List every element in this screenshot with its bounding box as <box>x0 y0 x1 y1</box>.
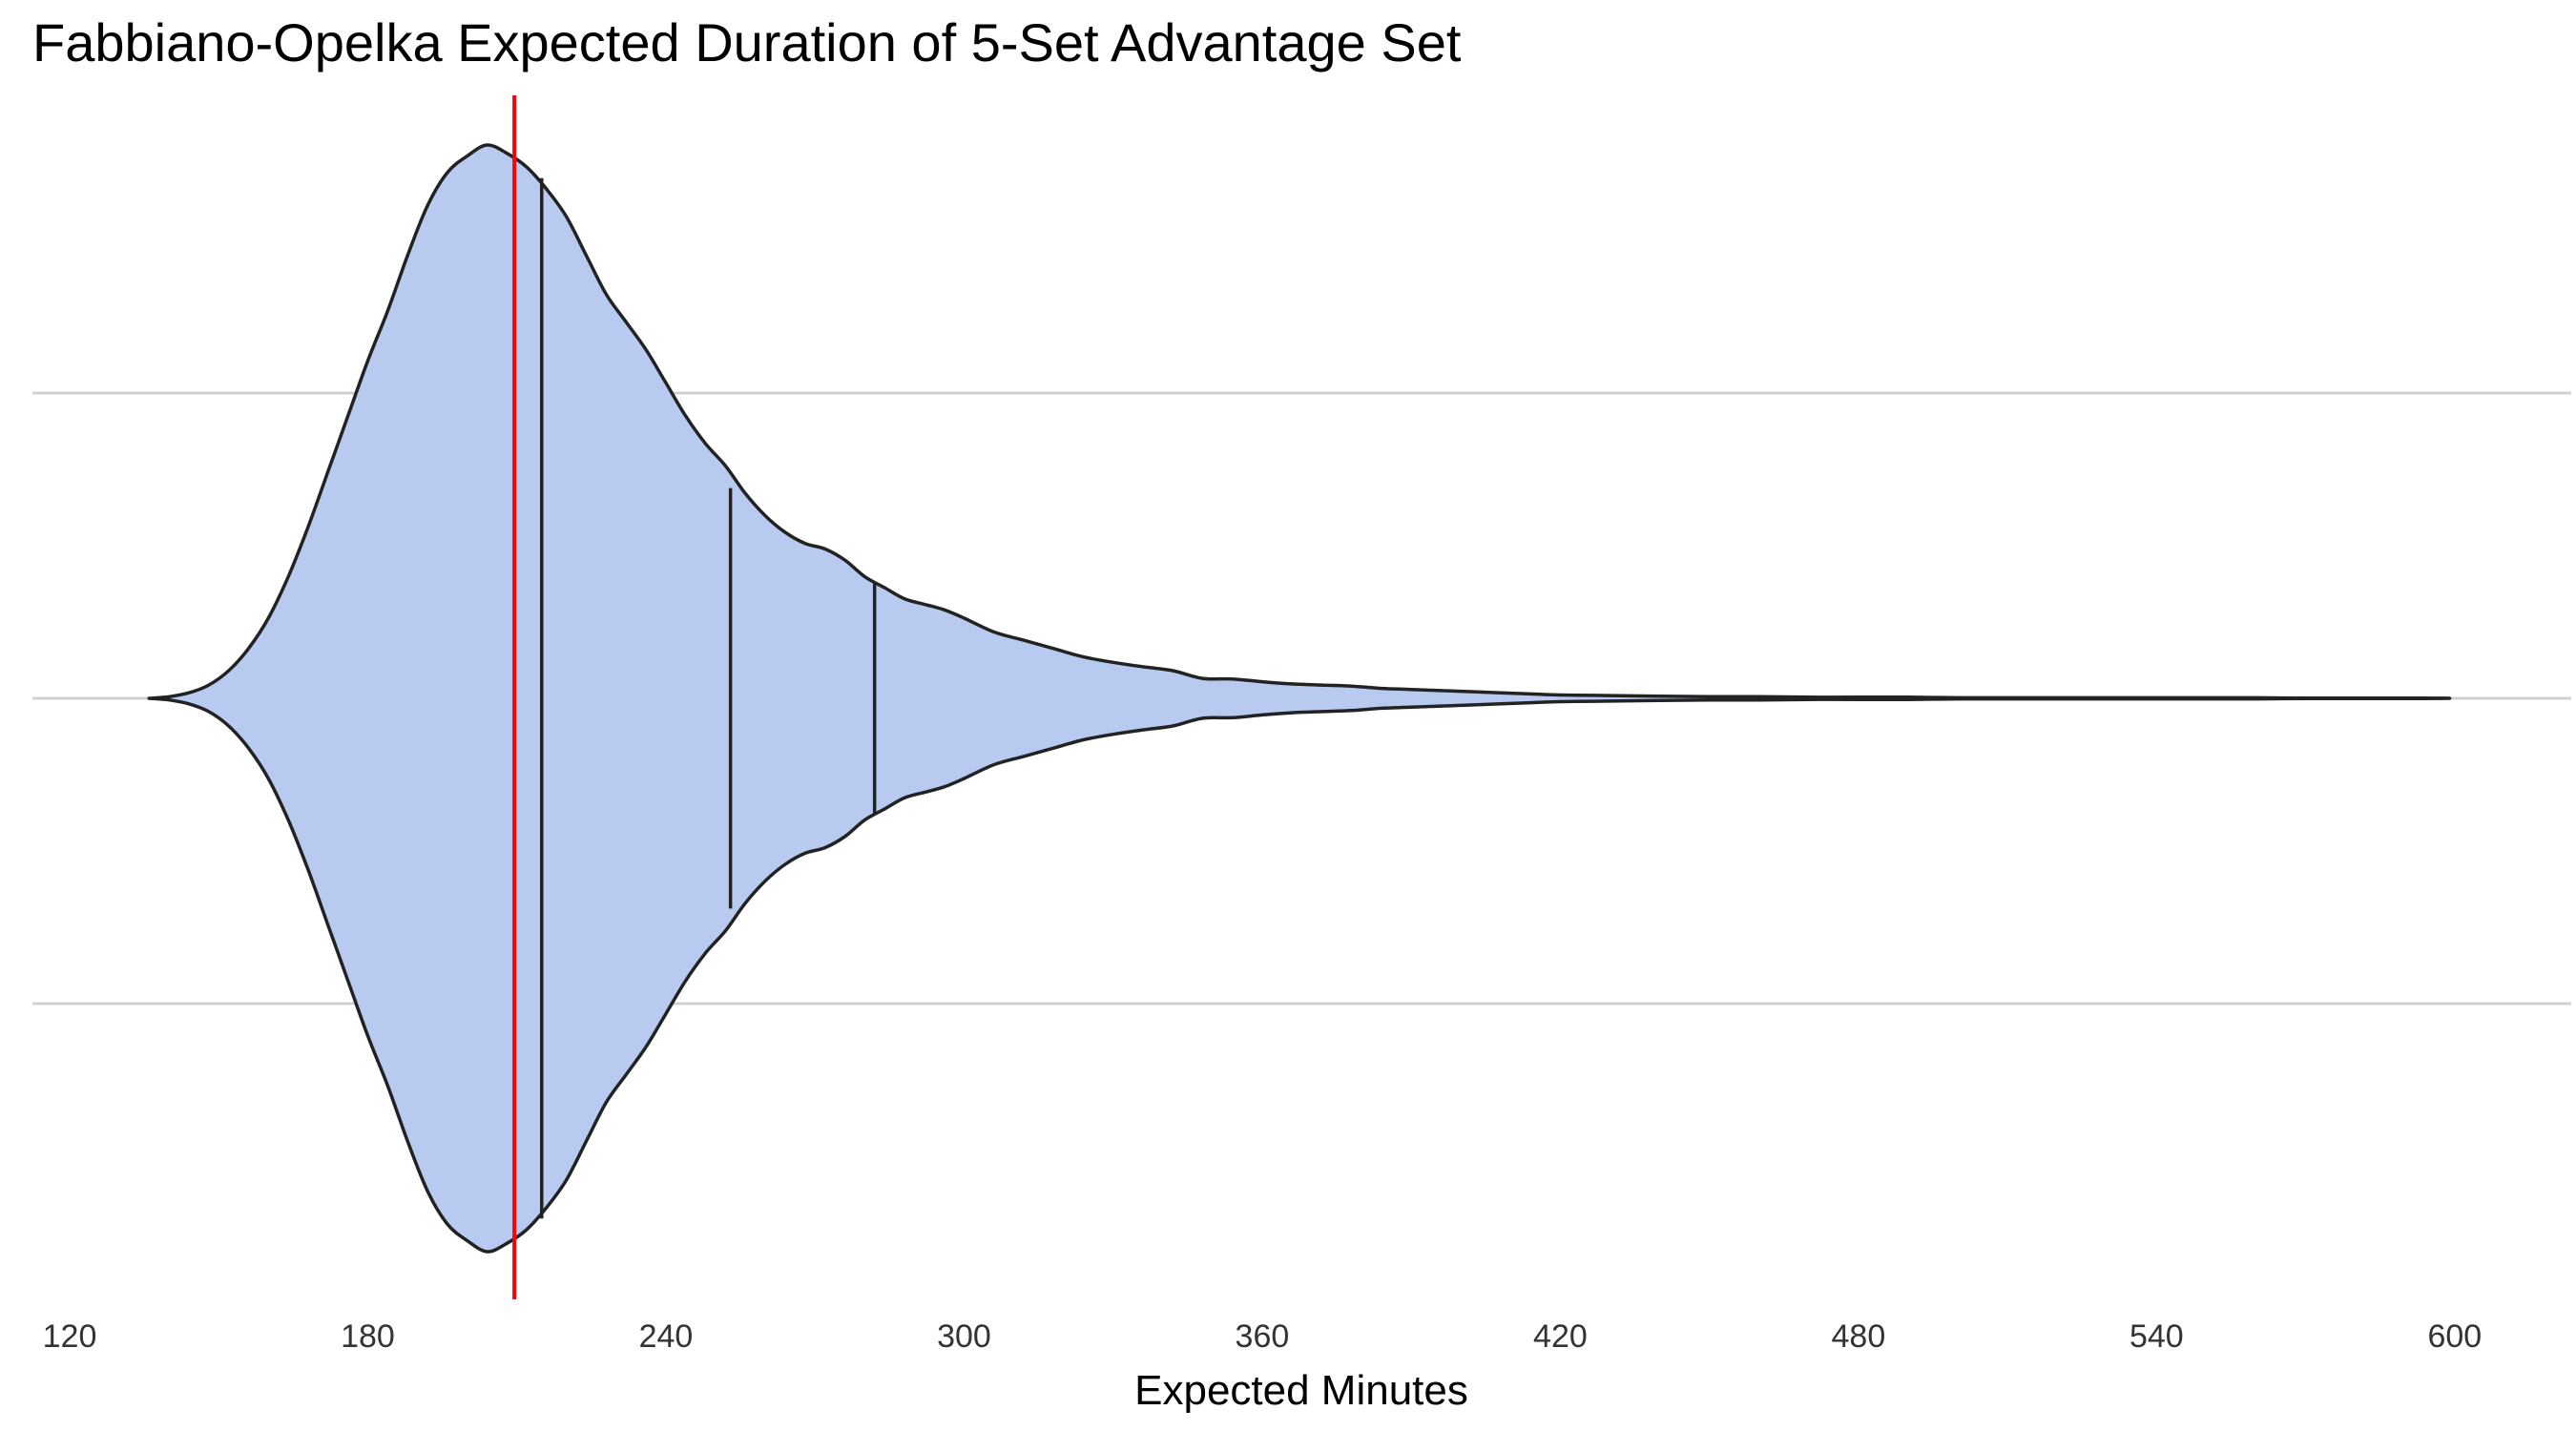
x-axis-title: Expected Minutes <box>1134 1367 1468 1414</box>
x-tick-label: 600 <box>2427 1318 2482 1355</box>
violin-plot <box>147 143 2452 1254</box>
x-tick-label: 420 <box>1533 1318 1588 1355</box>
x-tick-label: 360 <box>1236 1318 1290 1355</box>
x-tick-label: 480 <box>1832 1318 1886 1355</box>
x-tick-label: 300 <box>937 1318 991 1355</box>
x-tick-label: 120 <box>43 1318 97 1355</box>
violin-body <box>147 143 2452 1254</box>
chart-title: Fabbiano-Opelka Expected Duration of 5-S… <box>32 12 1462 73</box>
x-axis-ticks: 120 180 240 300 360 420 480 540 600 <box>43 1318 2483 1355</box>
x-tick-label: 540 <box>2129 1318 2184 1355</box>
x-tick-label: 180 <box>341 1318 395 1355</box>
x-tick-label: 240 <box>639 1318 694 1355</box>
